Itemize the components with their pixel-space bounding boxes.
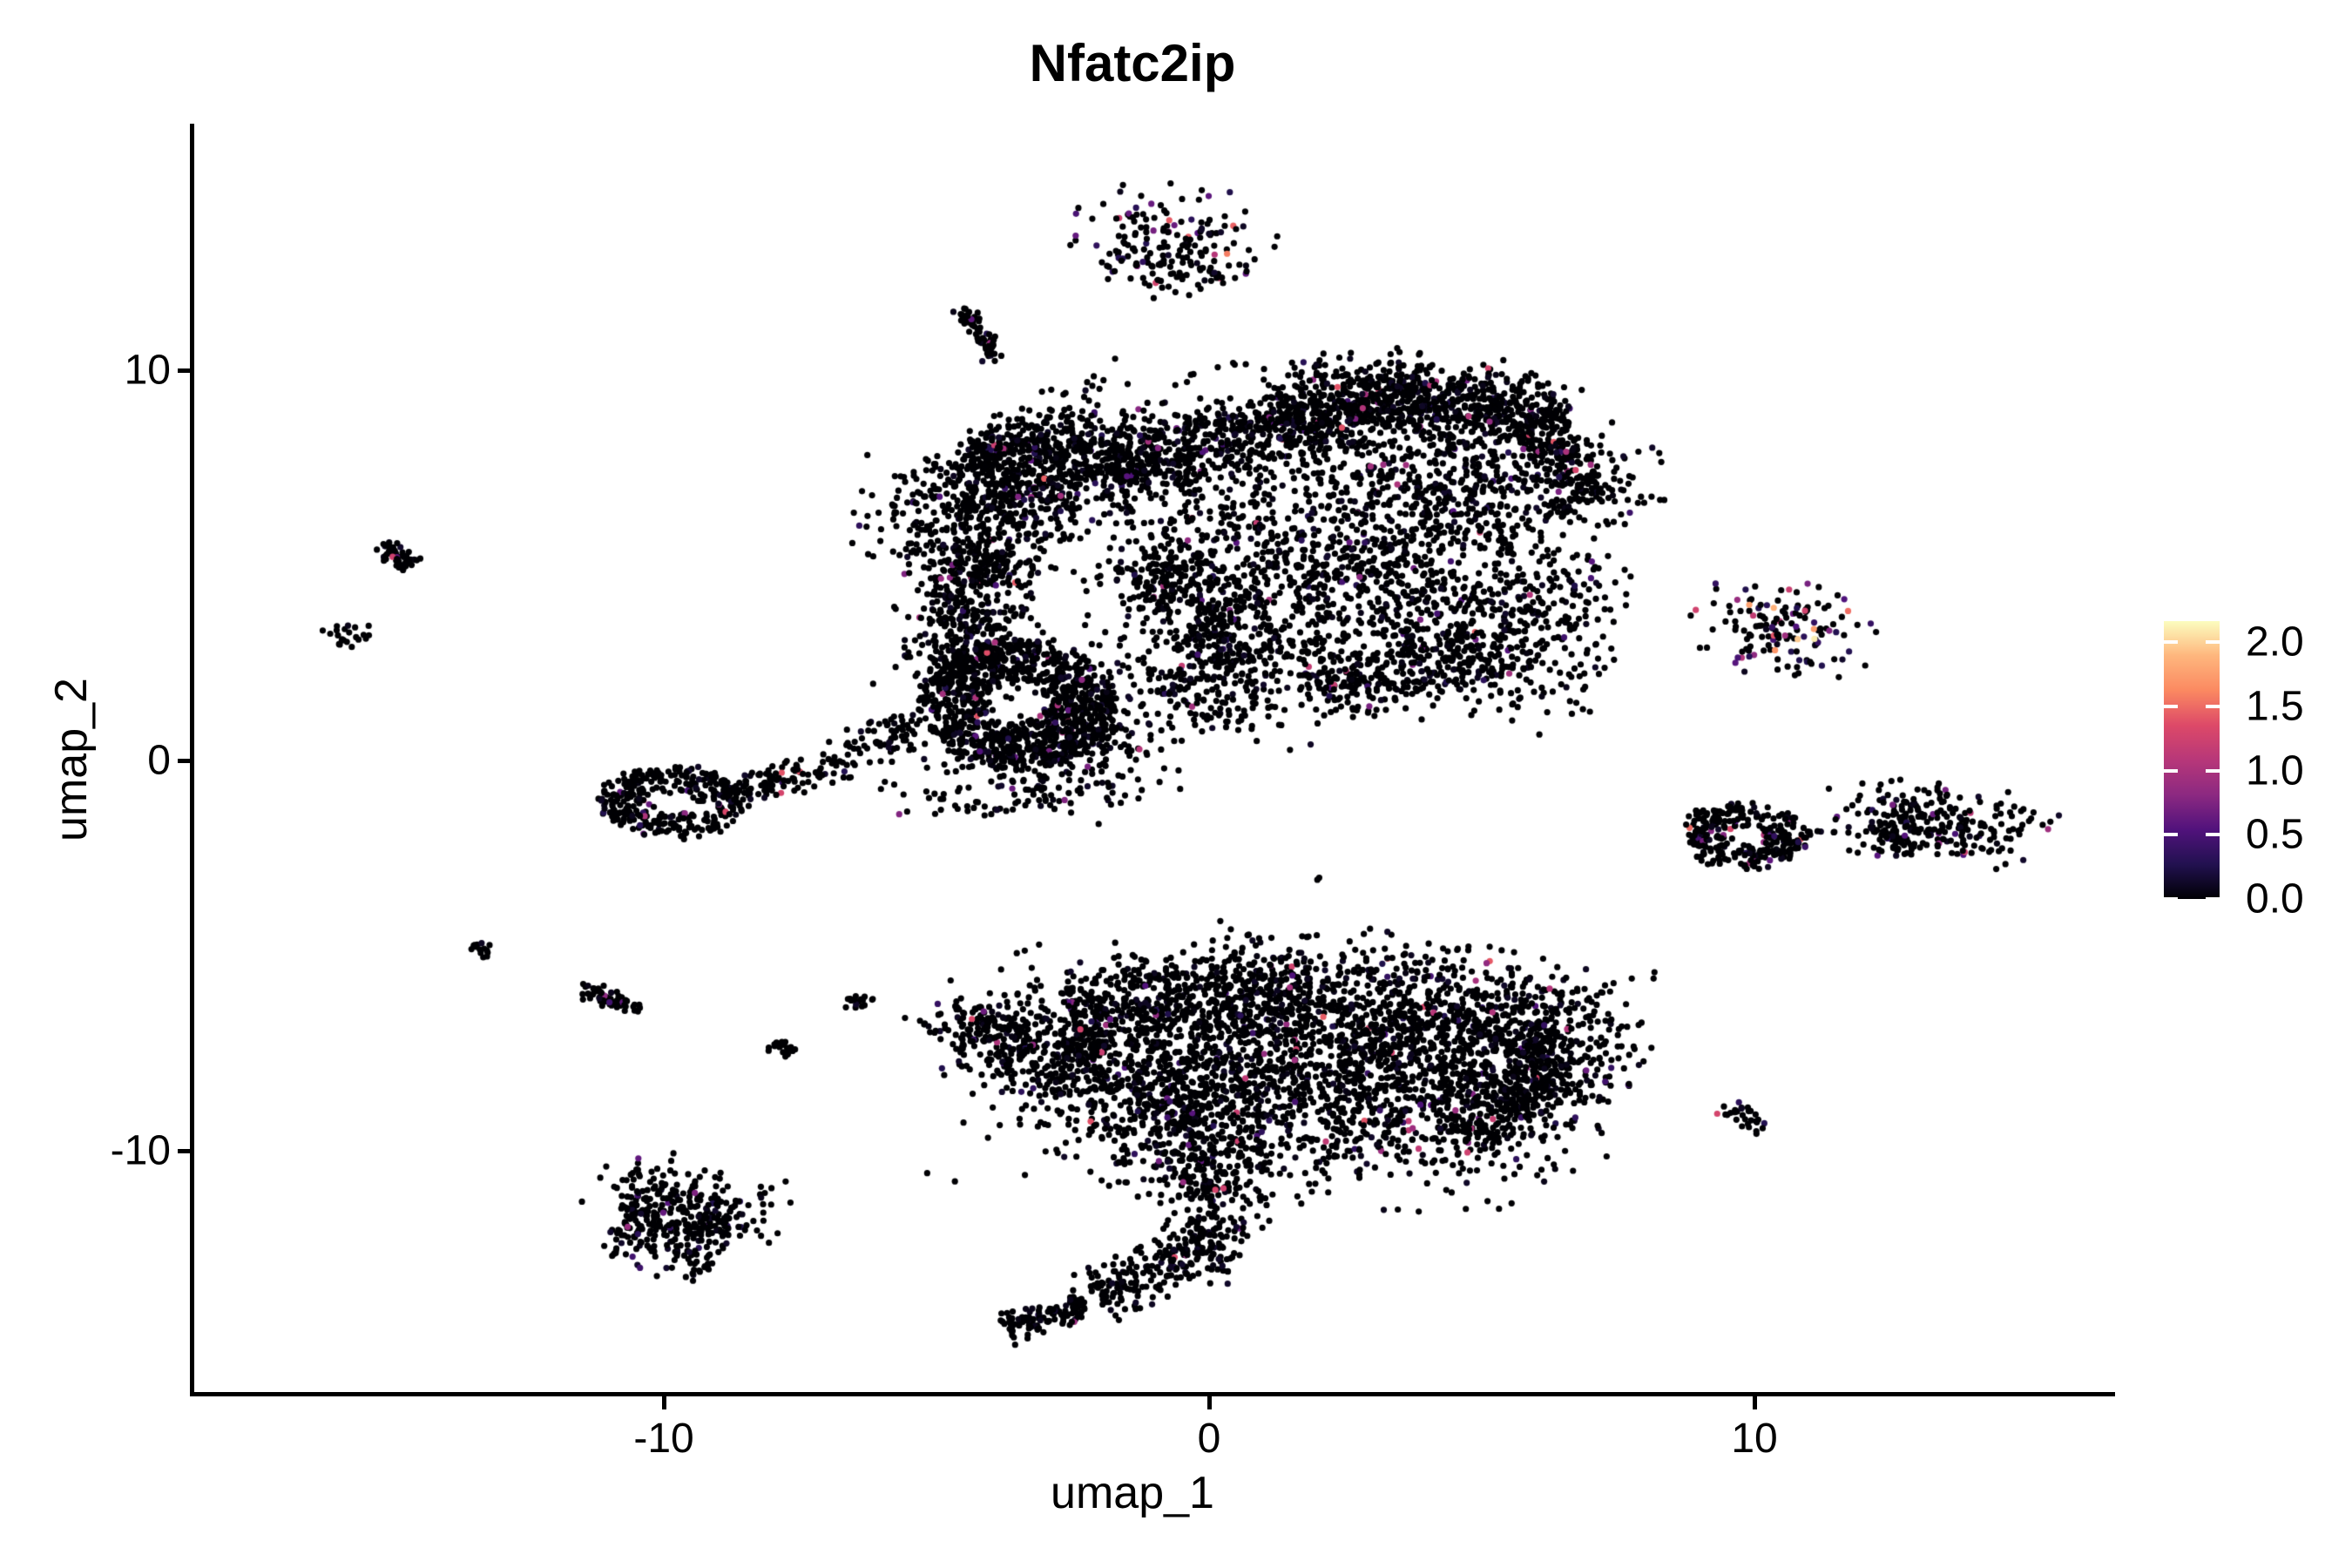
x-tick-mark — [1207, 1396, 1213, 1409]
y-tick-label: 10 — [124, 347, 171, 394]
y-axis-line — [190, 124, 194, 1396]
x-tick-label: -10 — [633, 1416, 694, 1462]
legend-tick-mark — [2206, 704, 2220, 708]
y-tick-mark — [178, 368, 191, 373]
legend-tick-label: 0.5 — [2246, 811, 2304, 858]
legend-tick-label: 1.5 — [2246, 683, 2304, 730]
y-tick-mark — [178, 759, 191, 763]
legend-tick-mark — [2164, 833, 2178, 837]
legend-tick-mark — [2164, 704, 2178, 708]
legend-tick-mark — [2206, 768, 2220, 773]
y-tick-label: -10 — [110, 1127, 171, 1174]
plot-title: Nfatc2ip — [1029, 34, 1236, 92]
x-axis-label: umap_1 — [1051, 1468, 1214, 1518]
legend-tick-label: 2.0 — [2246, 618, 2304, 666]
legend-tick-mark — [2164, 897, 2178, 901]
legend-tick-mark — [2164, 640, 2178, 645]
y-tick-mark — [178, 1149, 191, 1153]
x-tick-mark — [662, 1396, 667, 1409]
legend-tick-mark — [2164, 768, 2178, 773]
legend-colorbar — [2164, 621, 2220, 899]
umap-scatter-canvas — [193, 124, 2115, 1396]
legend-tick-label: 0.0 — [2246, 875, 2304, 923]
x-tick-label: 0 — [1197, 1416, 1221, 1462]
x-tick-label: 10 — [1731, 1416, 1778, 1462]
y-tick-label: 0 — [147, 737, 171, 784]
legend-tick-label: 1.0 — [2246, 747, 2304, 794]
legend-tick-mark — [2206, 833, 2220, 837]
legend-tick-mark — [2206, 640, 2220, 645]
x-tick-mark — [1753, 1396, 1758, 1409]
legend-tick-mark — [2206, 897, 2220, 901]
